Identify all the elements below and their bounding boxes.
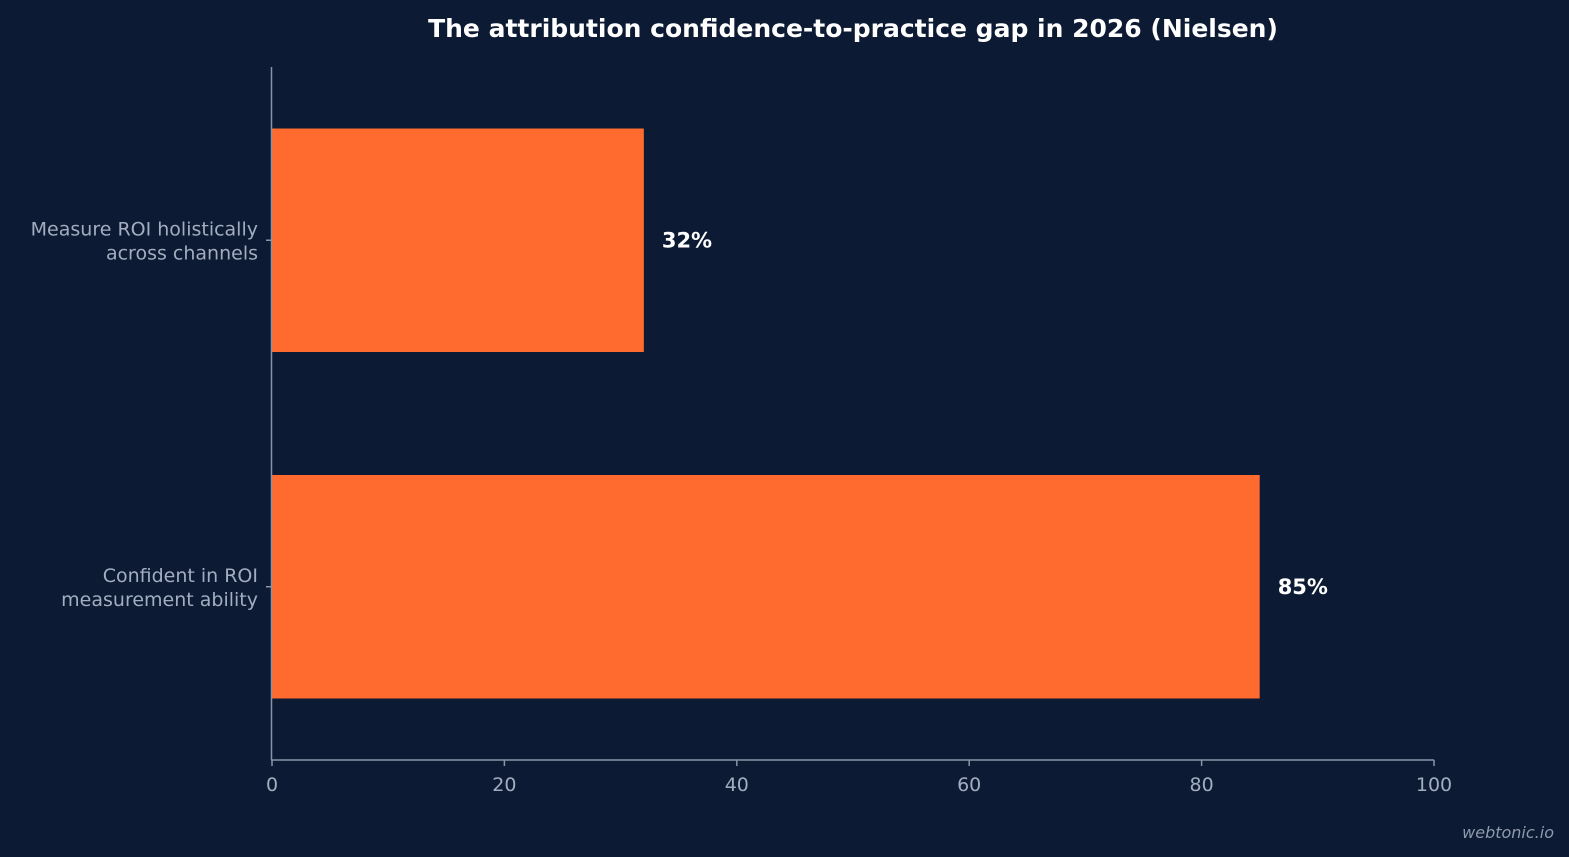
data-label-0: 32%	[662, 228, 712, 252]
x-tick-label-3: 60	[957, 774, 981, 796]
watermark-text: webtonic.io	[1462, 823, 1554, 842]
category-label-line: Measure ROI holistically	[31, 218, 258, 240]
x-tick-label-1: 20	[492, 774, 516, 796]
category-label-line: Confident in ROI	[103, 565, 258, 587]
y-axis-ticks: Measure ROI holistically across channels C…	[31, 218, 272, 611]
x-tick-label-2: 40	[725, 774, 749, 796]
bar-1	[272, 475, 1260, 699]
category-label-1: Confident in ROI measurement ability	[61, 565, 258, 611]
x-tick-label-4: 80	[1190, 774, 1214, 796]
category-label-line: across channels	[106, 242, 258, 264]
x-tick-label-0: 0	[266, 774, 278, 796]
data-label-1: 85%	[1278, 575, 1328, 599]
category-label-0: Measure ROI holistically across channels	[31, 218, 258, 264]
plot-area: 32% 85%	[272, 128, 1328, 699]
bar-0	[272, 128, 644, 352]
x-axis-ticks: 0 20 40 60 80 100	[266, 760, 1452, 796]
category-label-line: measurement ability	[61, 589, 258, 611]
x-tick-label-5: 100	[1416, 774, 1452, 796]
chart-title: The attribution confidence-to-practice g…	[428, 14, 1278, 43]
